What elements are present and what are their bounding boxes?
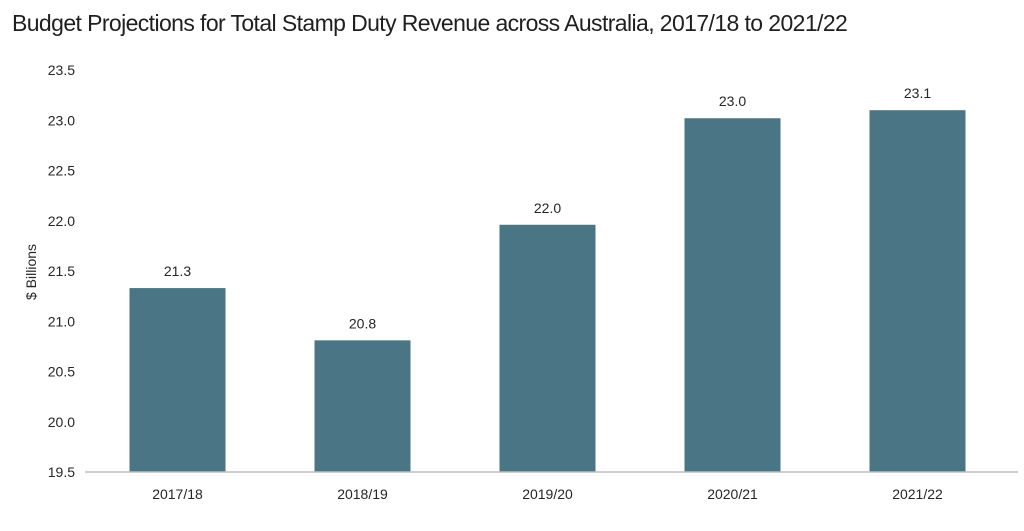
x-tick-label: 2019/20 [522, 486, 573, 502]
x-tick-label: 2020/21 [707, 486, 758, 502]
bar-data-label: 21.3 [164, 263, 191, 279]
y-tick-label: 23.0 [48, 112, 75, 128]
chart-title: Budget Projections for Total Stamp Duty … [12, 10, 848, 36]
x-tick-label: 2021/22 [892, 486, 943, 502]
bar [869, 110, 966, 472]
y-tick-label: 19.5 [48, 464, 75, 480]
bar [499, 224, 596, 472]
bars [129, 110, 966, 473]
y-axis-ticks: 19.5 20.0 20.5 21.0 21.5 22.0 22.5 23.0 23.5 [48, 62, 75, 480]
x-tick-label: 2017/18 [152, 486, 203, 502]
y-tick-label: 22.5 [48, 163, 75, 179]
y-tick-label: 21.5 [48, 263, 75, 279]
bar-data-label: 23.1 [904, 85, 931, 101]
bar [314, 340, 411, 472]
x-tick-label: 2018/19 [337, 486, 388, 502]
y-tick-label: 23.5 [48, 62, 75, 78]
x-axis-ticks: 2017/18 2018/19 2019/20 2020/21 2021/22 [152, 486, 943, 502]
bar-data-labels: 21.3 20.8 22.0 23.0 23.1 [164, 85, 931, 331]
y-tick-label: 20.5 [48, 364, 75, 380]
y-axis-title: $ Billions [23, 244, 39, 300]
bar-data-label: 22.0 [534, 200, 561, 216]
y-tick-label: 20.0 [48, 414, 75, 430]
bar [684, 118, 781, 473]
bar-data-label: 20.8 [349, 315, 376, 331]
y-tick-label: 22.0 [48, 213, 75, 229]
bar [129, 288, 226, 472]
bar-data-label: 23.0 [719, 93, 746, 109]
y-tick-label: 21.0 [48, 313, 75, 329]
